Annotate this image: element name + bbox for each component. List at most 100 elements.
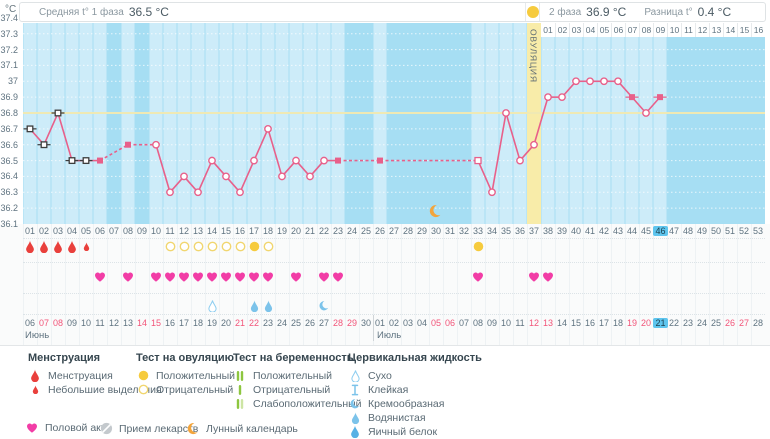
cycle-day-cell[interactable]: 25 <box>360 226 371 236</box>
cycle-day-cell[interactable]: 34 <box>486 226 497 236</box>
day-column[interactable] <box>541 37 555 224</box>
temp-point[interactable] <box>194 188 202 197</box>
cycle-day-cell[interactable]: 42 <box>598 226 609 236</box>
ovulation-band[interactable] <box>527 23 541 224</box>
cycle-day-cell[interactable]: 01 <box>24 226 35 236</box>
cycle-day-cell[interactable]: 44 <box>626 226 637 236</box>
temp-point[interactable] <box>502 109 510 117</box>
cycle-day-cell[interactable]: 13 <box>192 226 203 236</box>
cycle-day-cell[interactable]: 31 <box>444 226 455 236</box>
cycle-day-cell[interactable]: 08 <box>122 226 133 236</box>
temp-point[interactable] <box>236 188 244 197</box>
cycle-day-cell[interactable]: 14 <box>206 226 217 236</box>
day-column[interactable] <box>163 23 177 224</box>
day-column[interactable] <box>513 23 527 224</box>
temp-point[interactable] <box>642 109 650 117</box>
cycle-day-cell[interactable]: 04 <box>66 226 77 236</box>
day-column[interactable] <box>471 23 485 224</box>
cycle-day-cell[interactable]: 24 <box>346 226 357 236</box>
cycle-day-cell[interactable]: 22 <box>318 226 329 236</box>
cycle-day-cell[interactable]: 27 <box>388 226 399 236</box>
day-column[interactable] <box>303 23 317 224</box>
cycle-day-cell[interactable]: 38 <box>542 226 553 236</box>
cycle-day-cell[interactable]: 29 <box>416 226 427 236</box>
temp-point[interactable] <box>544 93 552 102</box>
day-column[interactable] <box>247 23 261 224</box>
cycle-day-cell[interactable]: 40 <box>570 226 581 236</box>
day-column[interactable] <box>499 23 513 224</box>
day-column[interactable] <box>275 23 289 224</box>
day-column[interactable] <box>653 37 667 224</box>
day-column[interactable] <box>121 23 135 224</box>
temp-point[interactable] <box>54 109 62 117</box>
day-column[interactable] <box>569 37 583 224</box>
temp-point[interactable] <box>222 172 230 181</box>
day-column[interactable] <box>37 23 51 224</box>
cycle-day-cell[interactable]: 17 <box>248 226 259 236</box>
cycle-day-cell[interactable]: 48 <box>682 226 693 236</box>
day-column[interactable] <box>583 37 597 224</box>
temp-point[interactable] <box>614 77 622 86</box>
day-column[interactable] <box>317 23 331 224</box>
cycle-day-cell[interactable]: 47 <box>668 226 679 236</box>
temp-point[interactable] <box>530 140 538 149</box>
cycle-day-cell[interactable]: 26 <box>374 226 385 236</box>
day-column[interactable] <box>289 23 303 224</box>
temp-point[interactable] <box>657 94 663 101</box>
cycle-day-cell[interactable]: 35 <box>500 226 511 236</box>
day-column[interactable] <box>79 23 93 224</box>
cycle-day-cell[interactable]: 18 <box>262 226 273 236</box>
temp-point[interactable] <box>320 156 328 165</box>
day-column[interactable] <box>219 23 233 224</box>
cycle-day-cell[interactable]: 23 <box>332 226 343 236</box>
temp-point[interactable] <box>208 156 216 165</box>
temp-point[interactable] <box>335 157 341 164</box>
cycle-day-cell[interactable]: 15 <box>220 226 231 236</box>
cycle-day-cell[interactable]: 20 <box>290 226 301 236</box>
temp-point[interactable] <box>586 77 594 86</box>
cycle-day-cell[interactable]: 21 <box>304 226 315 236</box>
cycle-day-cell[interactable]: 46 <box>653 225 669 237</box>
cycle-day-cell[interactable]: 03 <box>52 226 63 236</box>
cycle-day-cell[interactable]: 07 <box>108 226 119 236</box>
cycle-day-cell[interactable]: 06 <box>94 226 105 236</box>
day-column[interactable] <box>261 23 275 224</box>
cycle-day-cell[interactable]: 28 <box>402 226 413 236</box>
cycle-day-cell[interactable]: 37 <box>528 226 539 236</box>
temp-point[interactable] <box>125 141 131 148</box>
cycle-day-cell[interactable]: 36 <box>514 226 525 236</box>
cycle-day-cell[interactable]: 09 <box>136 226 147 236</box>
cycle-day-cell[interactable]: 53 <box>752 226 763 236</box>
cycle-day-cell[interactable]: 10 <box>150 226 161 236</box>
temp-point[interactable] <box>152 140 160 149</box>
day-column[interactable] <box>65 23 79 224</box>
cycle-day-cell[interactable]: 19 <box>276 226 287 236</box>
temp-point[interactable] <box>629 94 635 101</box>
cycle-day-cell[interactable]: 43 <box>612 226 623 236</box>
temp-point[interactable] <box>600 77 608 86</box>
temp-point[interactable] <box>278 172 286 181</box>
cycle-day-cell[interactable]: 45 <box>640 226 651 236</box>
temp-point[interactable] <box>264 124 272 133</box>
day-column[interactable] <box>625 37 639 224</box>
cycle-day-cell[interactable]: 12 <box>178 226 189 236</box>
cycle-day-cell[interactable]: 50 <box>710 226 721 236</box>
cycle-day-cell[interactable]: 41 <box>584 226 595 236</box>
temp-point[interactable] <box>474 156 482 165</box>
cycle-day-cell[interactable]: 52 <box>738 226 749 236</box>
cycle-day-cell[interactable]: 11 <box>165 226 175 236</box>
day-column[interactable] <box>373 23 387 224</box>
temp-point[interactable] <box>306 172 314 181</box>
day-column[interactable] <box>597 37 611 224</box>
temp-point[interactable] <box>40 141 48 149</box>
temp-point[interactable] <box>82 157 90 165</box>
temp-point[interactable] <box>250 156 258 165</box>
day-column[interactable] <box>639 37 653 224</box>
day-column[interactable] <box>149 23 163 224</box>
temp-point[interactable] <box>516 156 524 165</box>
day-column[interactable] <box>205 23 219 224</box>
cycle-day-cell[interactable]: 51 <box>724 226 735 236</box>
cycle-day-cell[interactable]: 16 <box>234 226 245 236</box>
cycle-day-cell[interactable]: 05 <box>80 226 91 236</box>
temp-point[interactable] <box>377 157 383 164</box>
